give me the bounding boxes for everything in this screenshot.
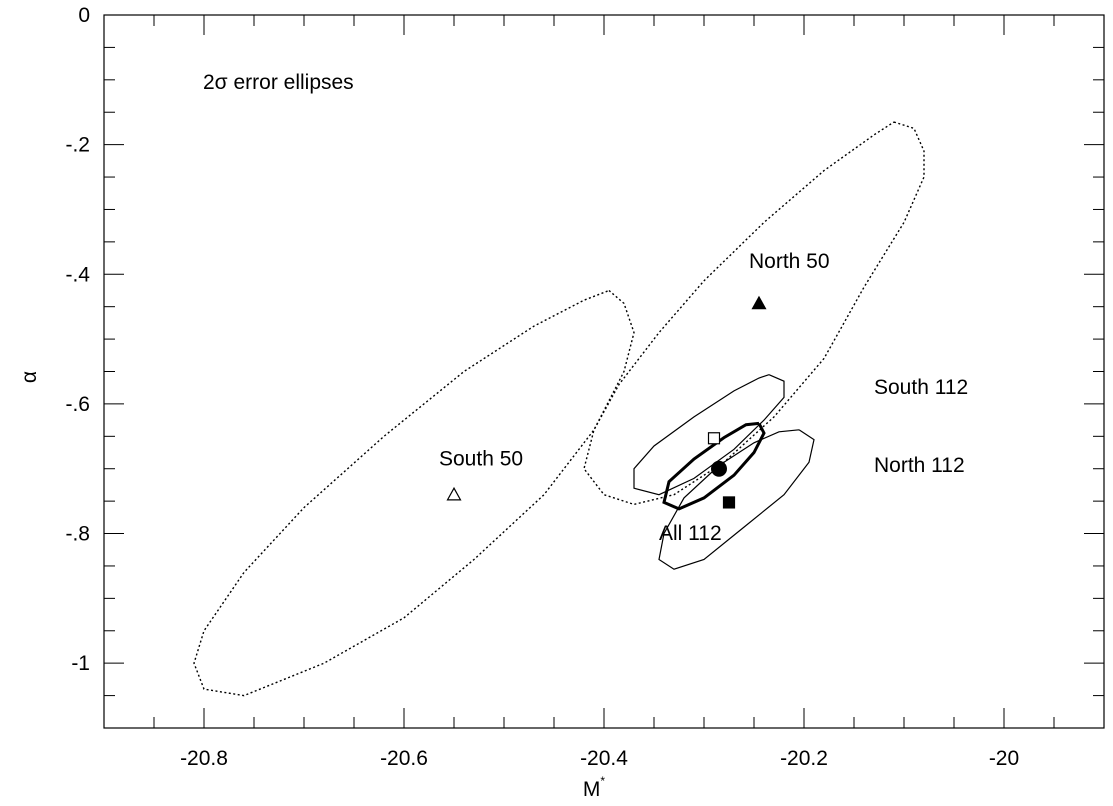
y-tick-label: -.8 — [65, 523, 90, 546]
ticks-layer — [103, 14, 1105, 729]
plot-frame — [103, 14, 1105, 729]
ellipse-north-112 — [658, 429, 815, 570]
markers-layer — [446, 295, 767, 509]
y-axis-title: α — [18, 371, 41, 383]
x-tick-label: -20.2 — [780, 747, 828, 770]
x-tick-label: -20.8 — [180, 747, 228, 770]
y-tick-label: -.4 — [65, 263, 90, 286]
marker-north-112 — [722, 496, 736, 509]
y-tick-label: -.6 — [65, 393, 90, 416]
label-north-50: North 50 — [749, 250, 830, 273]
ellipses-layer — [193, 121, 925, 697]
y-tick-label: 0 — [78, 4, 90, 27]
marker-south-112 — [707, 432, 721, 445]
ellipse-south-112 — [633, 374, 785, 496]
labels-layer: -20.8 -20.6 -20.4 -20.2 -20 0 -.2 -.4 -.6 -.8 -1 No… — [65, 4, 1019, 770]
x-tick-label: -20 — [989, 747, 1019, 770]
label-north-112: North 112 — [874, 454, 965, 477]
marker-south-50 — [446, 486, 462, 501]
note-text: 2σ error ellipses — [203, 71, 354, 94]
x-tick-label: -20.6 — [380, 747, 428, 770]
ellipse-south-50 — [193, 289, 635, 697]
x-tick-label: -20.4 — [580, 747, 628, 770]
x-axis-title: M* — [583, 774, 606, 801]
x-axis-title-superscript: * — [600, 774, 605, 788]
label-all-112: All 112 — [659, 522, 722, 545]
ellipse-north-50 — [583, 121, 925, 506]
y-tick-label: -1 — [71, 652, 90, 675]
label-south-112: South 112 — [874, 376, 968, 399]
y-tick-label: -.2 — [65, 134, 90, 157]
marker-north-50 — [751, 295, 767, 310]
marker-all-112 — [711, 460, 727, 477]
x-axis-title-main: M — [583, 778, 601, 801]
ellipse-all-112 — [662, 421, 766, 511]
label-south-50: South 50 — [439, 447, 523, 470]
